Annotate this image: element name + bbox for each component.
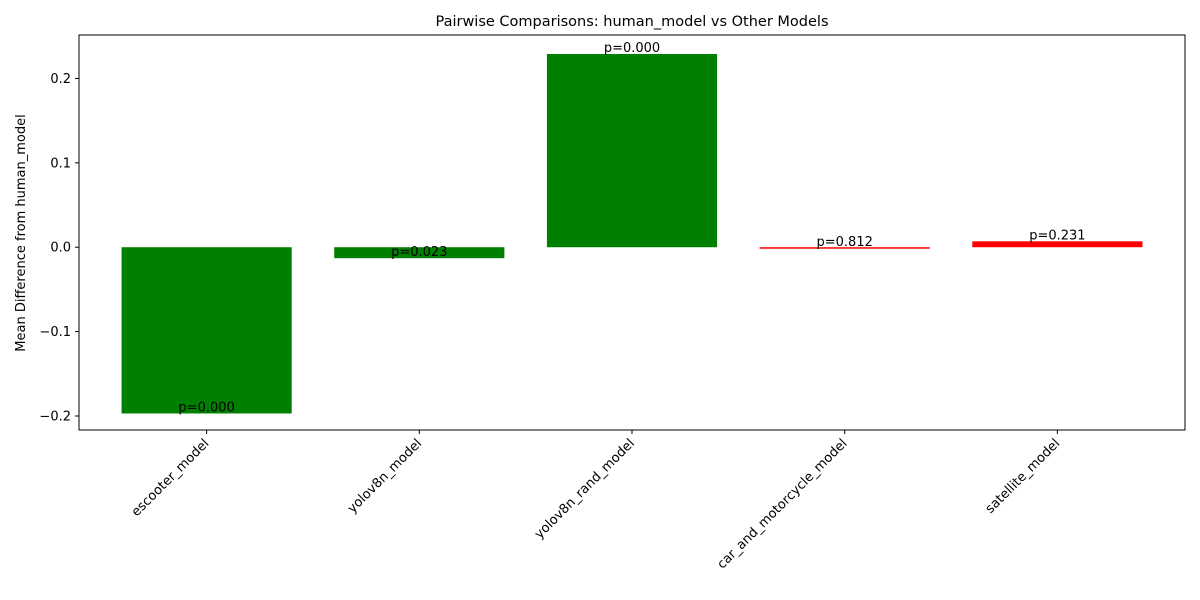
bar-satellite_model [972,241,1143,248]
x-axis: escooter_model yolov8n_model yolov8n_rand_… [129,430,1063,572]
bar-label-yolov8n_model: p=0.023 [391,245,447,260]
x-tick-label: escooter_model [129,436,213,520]
bars-group [121,53,1143,414]
y-tick-label: 0.1 [50,156,71,171]
bar-label-yolov8n_rand_model: p=0.000 [604,41,660,56]
x-tick-label: car_and_motorcycle_model [715,436,851,572]
y-tick-label: 0.2 [50,72,71,87]
bar-label-escooter_model: p=0.000 [178,400,234,415]
x-tick-label: yolov8n_model [345,436,425,516]
bar-escooter_model [121,247,292,414]
y-tick-label: 0.0 [50,241,71,256]
y-tick-label: −0.1 [39,325,71,340]
y-tick-label: −0.2 [39,409,71,424]
bar-yolov8n_model [334,247,505,259]
bar-yolov8n_rand_model [546,53,718,248]
bar-car_and_motorcycle_model [759,247,930,249]
bar-label-satellite_model: p=0.231 [1029,228,1085,243]
y-axis-label: Mean Difference from human_model [14,114,29,351]
bar-labels-group: p=0.000 p=0.023 p=0.000 p=0.812 p=0.231 [178,41,1085,415]
x-tick-label: yolov8n_rand_model [532,436,638,542]
x-tick-label: satellite_model [983,436,1063,516]
chart-title: Pairwise Comparisons: human_model vs Oth… [435,14,828,30]
y-axis: −0.2 −0.1 0.0 0.1 0.2 [39,72,79,424]
bar-label-car_and_motorcycle_model: p=0.812 [817,235,873,250]
